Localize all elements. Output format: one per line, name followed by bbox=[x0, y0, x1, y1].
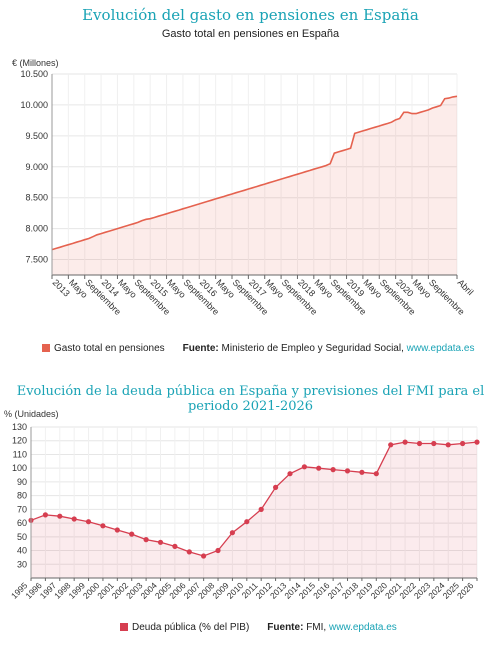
y-tick-label: 130 bbox=[12, 422, 27, 432]
data-point bbox=[100, 523, 106, 529]
y-tick-label: 8.000 bbox=[25, 224, 48, 234]
y-tick-label: 100 bbox=[12, 463, 27, 473]
chart-subtitle: Gasto total en pensiones en España bbox=[161, 28, 340, 40]
data-point bbox=[143, 537, 149, 543]
y-tick-label: 30 bbox=[17, 559, 27, 569]
data-point bbox=[445, 442, 451, 448]
x-tick-label: 2026 bbox=[455, 580, 476, 601]
y-tick-label: 60 bbox=[17, 518, 27, 528]
series-area bbox=[52, 96, 457, 275]
y-tick-label: 8.500 bbox=[25, 193, 48, 203]
data-point bbox=[474, 439, 480, 445]
x-tick-label: Abril bbox=[456, 277, 476, 297]
data-point bbox=[330, 467, 336, 473]
data-point bbox=[431, 440, 437, 447]
legend-series-name: Gasto total en pensiones bbox=[54, 343, 165, 354]
chart-legend: Deuda pública (% del PIB) Fuente: FMI, ww… bbox=[120, 622, 397, 633]
chart-title: Evolución del gasto en pensiones en Espa… bbox=[82, 6, 419, 24]
data-point bbox=[157, 539, 164, 545]
data-point bbox=[344, 468, 351, 474]
data-point bbox=[273, 484, 279, 490]
pension-chart-svg: 10.500 10.000 9.500 9.000 8.500 8.000 7.500 € (… bbox=[12, 58, 476, 317]
y-tick-label: 70 bbox=[17, 504, 27, 514]
data-point bbox=[186, 549, 192, 555]
y-tick-label: 110 bbox=[13, 449, 27, 459]
y-axis-label: € (Millones) bbox=[12, 58, 59, 68]
chart-title: Evolución de la deuda pública en España … bbox=[16, 384, 485, 414]
series-line bbox=[51, 95, 458, 251]
data-point bbox=[316, 465, 322, 471]
y-tick-label: 40 bbox=[17, 546, 27, 556]
data-point bbox=[244, 519, 250, 525]
data-point bbox=[373, 471, 379, 477]
x-tick-label: 2013 bbox=[51, 277, 72, 298]
data-point bbox=[460, 440, 466, 447]
legend-series-name: Deuda pública (% del PIB) bbox=[132, 622, 250, 633]
y-tick-label: 9.500 bbox=[25, 131, 48, 141]
source-text: FMI, bbox=[306, 622, 329, 633]
data-point bbox=[172, 543, 178, 549]
y-tick-label: 10.000 bbox=[20, 100, 48, 110]
data-point bbox=[71, 516, 77, 522]
y-tick-label: 90 bbox=[17, 477, 27, 487]
data-point bbox=[215, 547, 221, 554]
data-point bbox=[287, 471, 293, 477]
chart-legend: Gasto total en pensiones Fuente: Minister… bbox=[42, 343, 474, 354]
data-point bbox=[229, 530, 235, 536]
y-tick-label: 10.500 bbox=[20, 69, 48, 79]
data-point bbox=[402, 439, 408, 445]
source-text: Ministerio de Empleo y Seguridad Social, bbox=[221, 343, 407, 354]
legend-swatch bbox=[120, 623, 128, 631]
source-link[interactable]: www.epdata.es bbox=[328, 622, 397, 633]
data-point bbox=[129, 531, 135, 537]
y-axis-label: % (Unidades) bbox=[4, 409, 59, 419]
y-tick-label: 80 bbox=[17, 491, 27, 501]
y-tick-label: 7.500 bbox=[25, 255, 48, 265]
data-point bbox=[57, 513, 63, 519]
data-point bbox=[258, 506, 264, 512]
data-point bbox=[388, 442, 394, 448]
pension-chart-panel: Evolución del gasto en pensiones en Espa… bbox=[12, 6, 476, 354]
y-tick-label: 50 bbox=[17, 532, 27, 542]
data-point bbox=[114, 527, 120, 533]
data-point bbox=[359, 469, 365, 475]
data-point bbox=[85, 519, 92, 525]
data-point bbox=[42, 512, 49, 518]
series-area bbox=[31, 442, 477, 578]
debt-chart-panel: Evolución de la deuda pública en España … bbox=[0, 378, 501, 649]
y-tick-label: 9.000 bbox=[25, 162, 48, 172]
source-label: Fuente: bbox=[267, 622, 304, 633]
y-tick-label: 120 bbox=[12, 436, 27, 446]
data-point bbox=[301, 464, 307, 470]
data-point bbox=[201, 553, 207, 559]
source-label: Fuente: bbox=[182, 343, 219, 354]
data-point bbox=[416, 440, 423, 447]
source-link[interactable]: www.epdata.es bbox=[406, 343, 475, 354]
legend-swatch bbox=[42, 344, 50, 352]
